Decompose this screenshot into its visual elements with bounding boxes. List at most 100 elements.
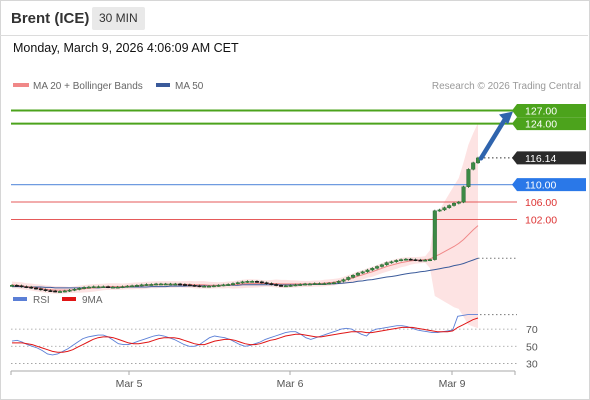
candle xyxy=(403,258,408,261)
candle xyxy=(182,284,187,286)
level-label-102.00: 102.00 xyxy=(525,215,557,227)
rsi-tick-30: 30 xyxy=(526,358,538,370)
candle xyxy=(466,169,471,187)
candle xyxy=(432,210,437,260)
candle xyxy=(423,259,428,262)
candle xyxy=(221,284,226,287)
candle xyxy=(379,264,384,267)
candle xyxy=(437,209,442,212)
candle xyxy=(375,266,380,269)
candle xyxy=(82,287,87,289)
candle xyxy=(461,186,466,203)
candle xyxy=(341,279,346,282)
timestamp: Monday, March 9, 2026 4:06:09 AM CET xyxy=(13,41,239,55)
candle xyxy=(355,272,360,276)
x-tick-label-Mar 6: Mar 6 xyxy=(277,378,304,390)
rsi-panel: 70 50 30 xyxy=(11,314,538,370)
candle xyxy=(48,290,53,292)
candle xyxy=(43,289,48,292)
candle xyxy=(288,285,293,287)
x-tick-label-Mar 5: Mar 5 xyxy=(116,378,143,390)
candle xyxy=(144,284,149,286)
candle xyxy=(312,283,317,285)
candle xyxy=(418,259,423,262)
candle xyxy=(226,284,231,286)
candle xyxy=(19,285,24,288)
candle xyxy=(154,283,159,286)
candle xyxy=(235,282,240,285)
candle xyxy=(34,287,39,290)
timeframe-button[interactable]: 30 MIN xyxy=(92,7,145,30)
candle xyxy=(96,286,101,289)
candle xyxy=(158,283,163,286)
rsi-legend-label: RSI xyxy=(33,295,50,306)
candle xyxy=(101,286,106,289)
candle xyxy=(250,281,255,283)
candle xyxy=(254,281,259,283)
ma9-legend-swatch xyxy=(62,297,76,301)
level-value-116.14: 116.14 xyxy=(525,153,556,165)
instrument-title: Brent (ICE) xyxy=(11,10,90,27)
ma50-legend-swatch xyxy=(156,83,170,87)
level-tag xyxy=(512,104,586,118)
level-value-102.00: 102.00 xyxy=(525,215,557,227)
candle xyxy=(110,286,115,289)
level-value-127.00: 127.00 xyxy=(525,106,557,118)
candle xyxy=(38,288,43,291)
research-credit: Research © 2026 Trading Central xyxy=(432,81,581,92)
level-value-110.00: 110.00 xyxy=(525,180,556,192)
level-label-106.00: 106.00 xyxy=(525,197,557,209)
level-label-110.00: 110.00 xyxy=(512,178,586,192)
rsi-tick-70: 70 xyxy=(526,324,538,336)
candle xyxy=(389,261,394,264)
candle xyxy=(351,275,356,278)
candle xyxy=(58,291,63,293)
candle xyxy=(408,258,413,261)
level-tag xyxy=(512,151,586,165)
candle xyxy=(216,285,221,287)
candle xyxy=(24,286,29,289)
candle xyxy=(192,285,197,287)
candle xyxy=(125,285,130,288)
price-levels xyxy=(11,109,517,259)
bollinger-band-area xyxy=(12,123,478,329)
candle xyxy=(240,281,245,284)
candle xyxy=(120,286,125,289)
candle xyxy=(206,285,211,288)
candle xyxy=(331,282,336,285)
candle xyxy=(211,285,216,288)
candle xyxy=(62,290,67,293)
level-label-116.14: 116.14 xyxy=(512,151,586,165)
candle xyxy=(279,285,284,287)
candle xyxy=(14,285,19,287)
candle xyxy=(384,262,389,266)
candle xyxy=(327,282,332,285)
candle xyxy=(471,162,476,170)
candle xyxy=(346,277,351,280)
candle xyxy=(9,285,14,287)
candle xyxy=(67,289,72,292)
rsi-tick-50: 50 xyxy=(526,341,538,353)
candle xyxy=(245,281,250,283)
candle xyxy=(202,285,207,288)
candle xyxy=(139,284,144,287)
rsi-legend-swatch xyxy=(13,297,27,301)
candle xyxy=(230,283,235,285)
arrow-shaft xyxy=(478,115,509,161)
candles xyxy=(9,156,481,293)
candle xyxy=(283,285,288,288)
candle xyxy=(163,283,168,286)
candle xyxy=(452,203,457,206)
candle xyxy=(178,283,183,286)
candle xyxy=(269,283,274,285)
ma20-legend-swatch xyxy=(13,83,29,87)
candle xyxy=(134,285,139,287)
candle xyxy=(413,259,418,262)
candle xyxy=(428,259,433,262)
ma9-legend-label: 9MA xyxy=(82,295,103,306)
candle xyxy=(53,290,58,293)
candle xyxy=(365,269,370,272)
candle xyxy=(264,282,269,285)
x-tick-label-Mar 9: Mar 9 xyxy=(439,378,466,390)
